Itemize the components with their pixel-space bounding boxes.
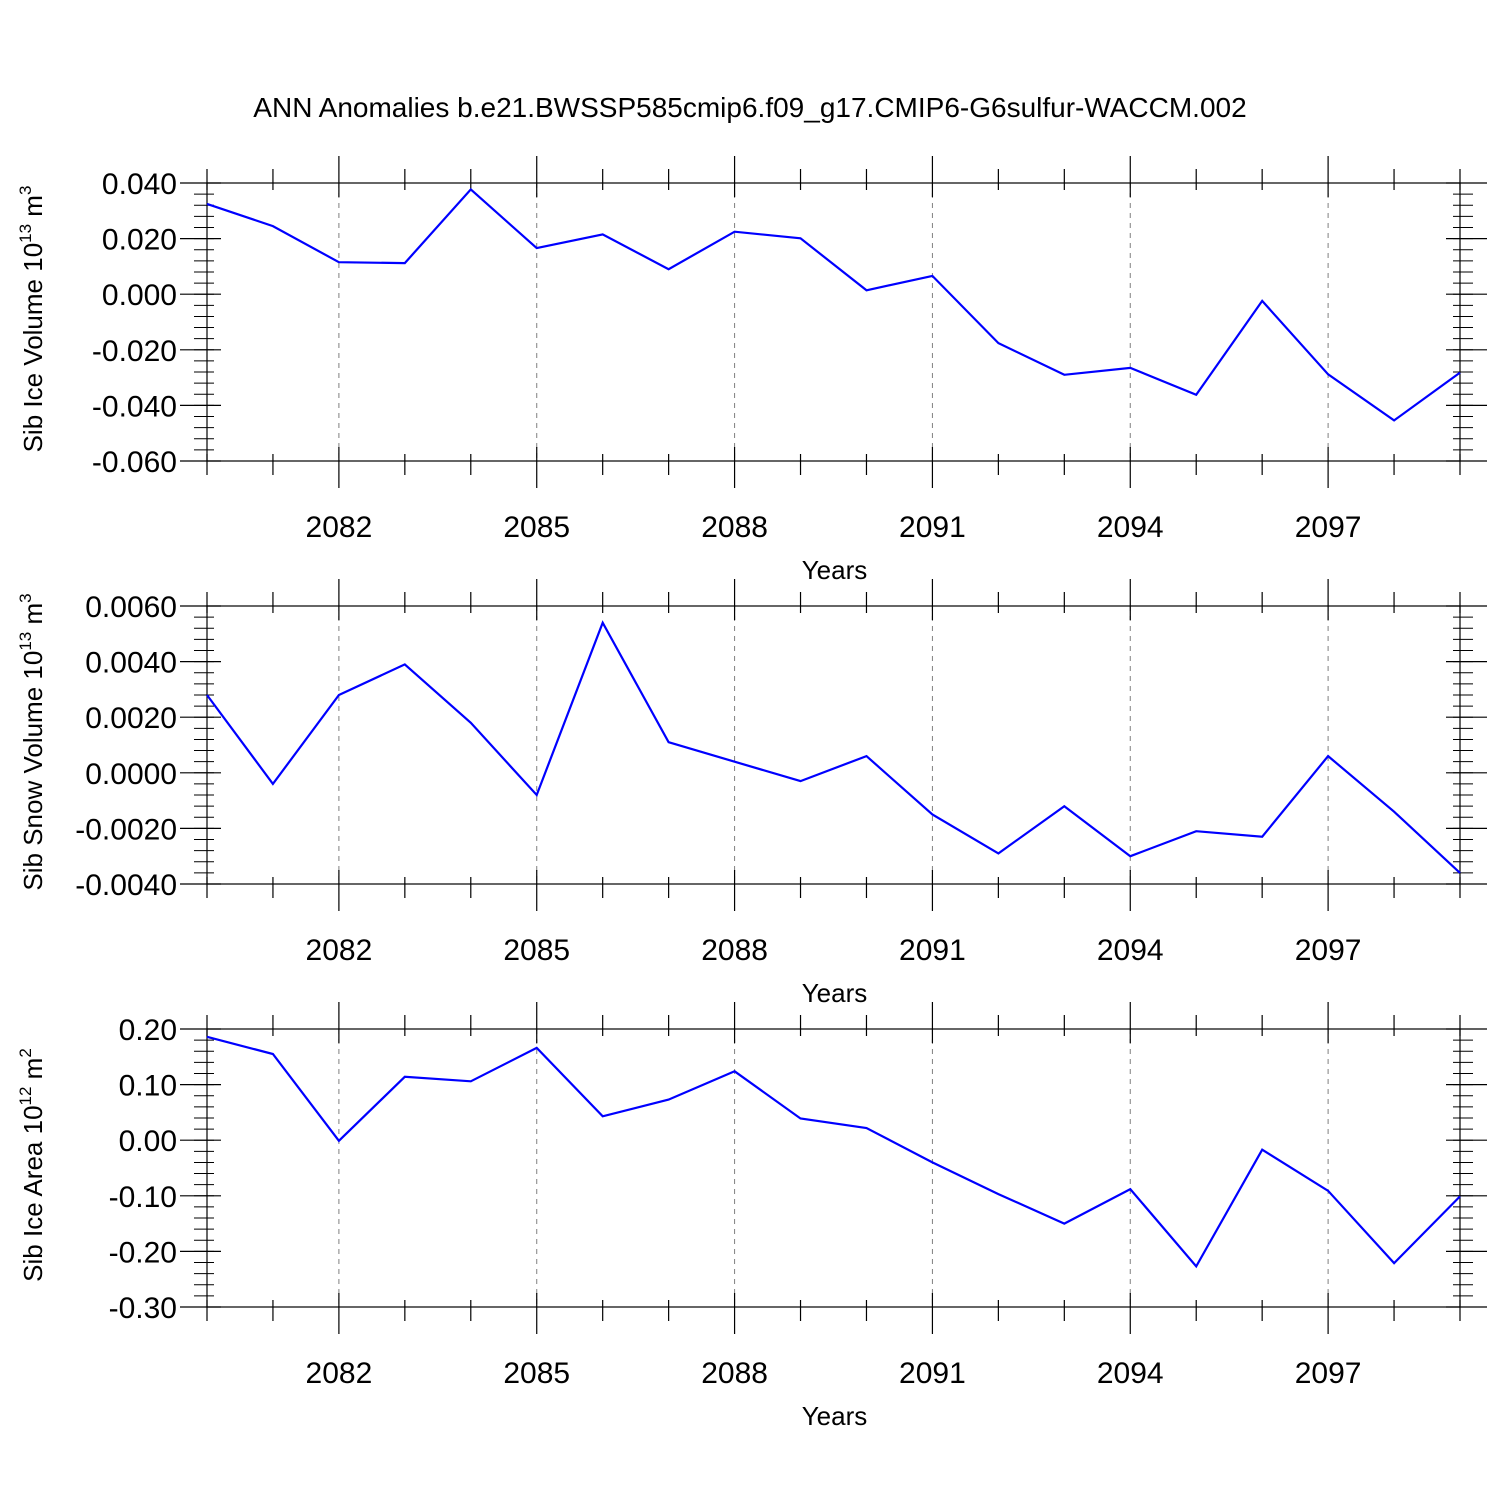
x-tick-label: 2094 bbox=[1097, 511, 1164, 544]
x-tick-label: 2097 bbox=[1295, 1357, 1362, 1390]
y-axis-label-superscript: 13 bbox=[16, 224, 35, 243]
plot-frame bbox=[206, 605, 1461, 885]
chart-panel-3: -0.30 -0.20 -0.10 0.00 0.10 0.20 2082 2085 2088 2… bbox=[16, 1002, 1487, 1431]
y-tick-label: 0.000 bbox=[102, 279, 177, 312]
x-tick-label: 2085 bbox=[503, 934, 570, 967]
x-tick-label: 2091 bbox=[899, 1357, 966, 1390]
y-axis-label-text: m bbox=[18, 603, 48, 632]
x-tick-label: 2091 bbox=[899, 934, 966, 967]
x-axis-label: Years bbox=[802, 555, 868, 585]
x-tick-label: 2097 bbox=[1295, 934, 1362, 967]
y-axis-label-text: Sib Ice Area 10 bbox=[18, 1105, 48, 1281]
x-tick-label: 2085 bbox=[503, 1357, 570, 1390]
y-axis-label-text: m bbox=[18, 1058, 48, 1087]
y-axis-label-superscript: 2 bbox=[16, 1048, 35, 1057]
y-tick-label: 0.20 bbox=[119, 1014, 177, 1047]
y-axis-label: Sib Ice Area 1012 m2 bbox=[16, 1048, 48, 1282]
y-axis-label-text: Sib Snow Volume 10 bbox=[18, 651, 48, 891]
y-axis-label-text: Sib Ice Volume 10 bbox=[18, 243, 48, 453]
plot-frame bbox=[206, 1028, 1461, 1308]
y-axis-label: Sib Ice Volume 1013 m3 bbox=[16, 186, 48, 453]
y-axis-label: Sib Snow Volume 1013 m3 bbox=[16, 593, 48, 890]
y-tick-label: -0.0020 bbox=[75, 813, 177, 846]
x-tick-label: 2082 bbox=[306, 1357, 373, 1390]
x-axis-label: Years bbox=[802, 1401, 868, 1431]
y-tick-label: 0.020 bbox=[102, 224, 177, 257]
y-tick-label: 0.040 bbox=[102, 168, 177, 201]
x-axis-label: Years bbox=[802, 978, 868, 1008]
x-tick-label: 2094 bbox=[1097, 1357, 1164, 1390]
x-tick-label: 2091 bbox=[899, 511, 966, 544]
figure-title: ANN Anomalies b.e21.BWSSP585cmip6.f09_g1… bbox=[253, 92, 1247, 123]
plot-frame bbox=[206, 182, 1461, 462]
chart-panel-2: -0.0040 -0.0020 0.0000 0.0020 0.0040 0.0060 20… bbox=[16, 579, 1487, 1008]
data-series-line bbox=[206, 1035, 1461, 1269]
y-tick-label: 0.0040 bbox=[85, 647, 177, 680]
data-series-line bbox=[206, 187, 1461, 422]
y-tick-label: 0.0000 bbox=[85, 758, 177, 791]
y-tick-label: -0.060 bbox=[92, 446, 177, 479]
y-tick-label: 0.10 bbox=[119, 1070, 177, 1103]
y-tick-label: -0.20 bbox=[109, 1236, 177, 1269]
y-axis-label-text: m bbox=[18, 195, 48, 224]
y-tick-label: -0.10 bbox=[109, 1181, 177, 1214]
y-tick-label: -0.0040 bbox=[75, 869, 177, 902]
x-tick-label: 2082 bbox=[306, 934, 373, 967]
data-series-line bbox=[206, 620, 1461, 874]
x-tick-label: 2097 bbox=[1295, 511, 1362, 544]
x-tick-label: 2088 bbox=[701, 934, 768, 967]
y-tick-label: 0.0020 bbox=[85, 702, 177, 735]
x-tick-label: 2094 bbox=[1097, 934, 1164, 967]
x-tick-label: 2088 bbox=[701, 511, 768, 544]
y-axis-label-superscript: 13 bbox=[16, 632, 35, 651]
y-tick-label: 0.0060 bbox=[85, 591, 177, 624]
y-axis-label-superscript: 3 bbox=[16, 593, 35, 602]
y-tick-label: -0.040 bbox=[92, 390, 177, 423]
y-axis-label-superscript: 3 bbox=[16, 186, 35, 195]
y-axis-label-superscript: 12 bbox=[16, 1087, 35, 1106]
x-tick-label: 2082 bbox=[306, 511, 373, 544]
x-tick-label: 2088 bbox=[701, 1357, 768, 1390]
x-tick-label: 2085 bbox=[503, 511, 570, 544]
y-tick-label: -0.30 bbox=[109, 1292, 177, 1325]
y-tick-label: -0.020 bbox=[92, 335, 177, 368]
chart-panel-1: -0.060 -0.040 -0.020 0.000 0.020 0.040 2082 208… bbox=[16, 156, 1487, 585]
y-tick-label: 0.00 bbox=[119, 1125, 177, 1158]
